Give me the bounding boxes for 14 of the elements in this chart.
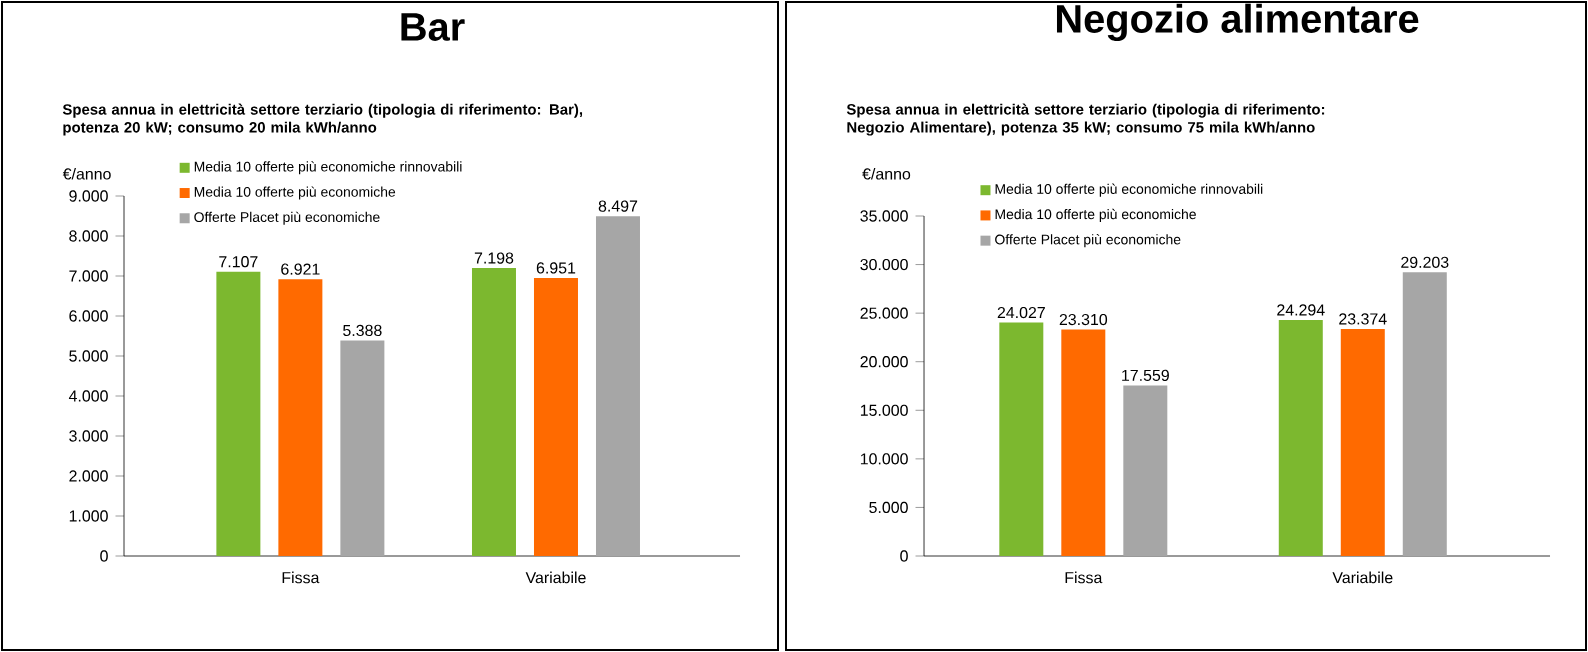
bar [1402,272,1447,556]
bar [278,279,323,556]
bar [471,268,516,556]
bar [1123,385,1168,556]
chart-title: Negozio alimentare [1056,3,1419,41]
bar [340,340,385,556]
bar [216,271,261,556]
bar [1278,320,1323,556]
bar [1340,328,1385,556]
bar [595,216,640,556]
bar [1061,329,1106,556]
bar [533,277,578,556]
chart-title: Bar [401,13,465,41]
bar [999,322,1044,556]
